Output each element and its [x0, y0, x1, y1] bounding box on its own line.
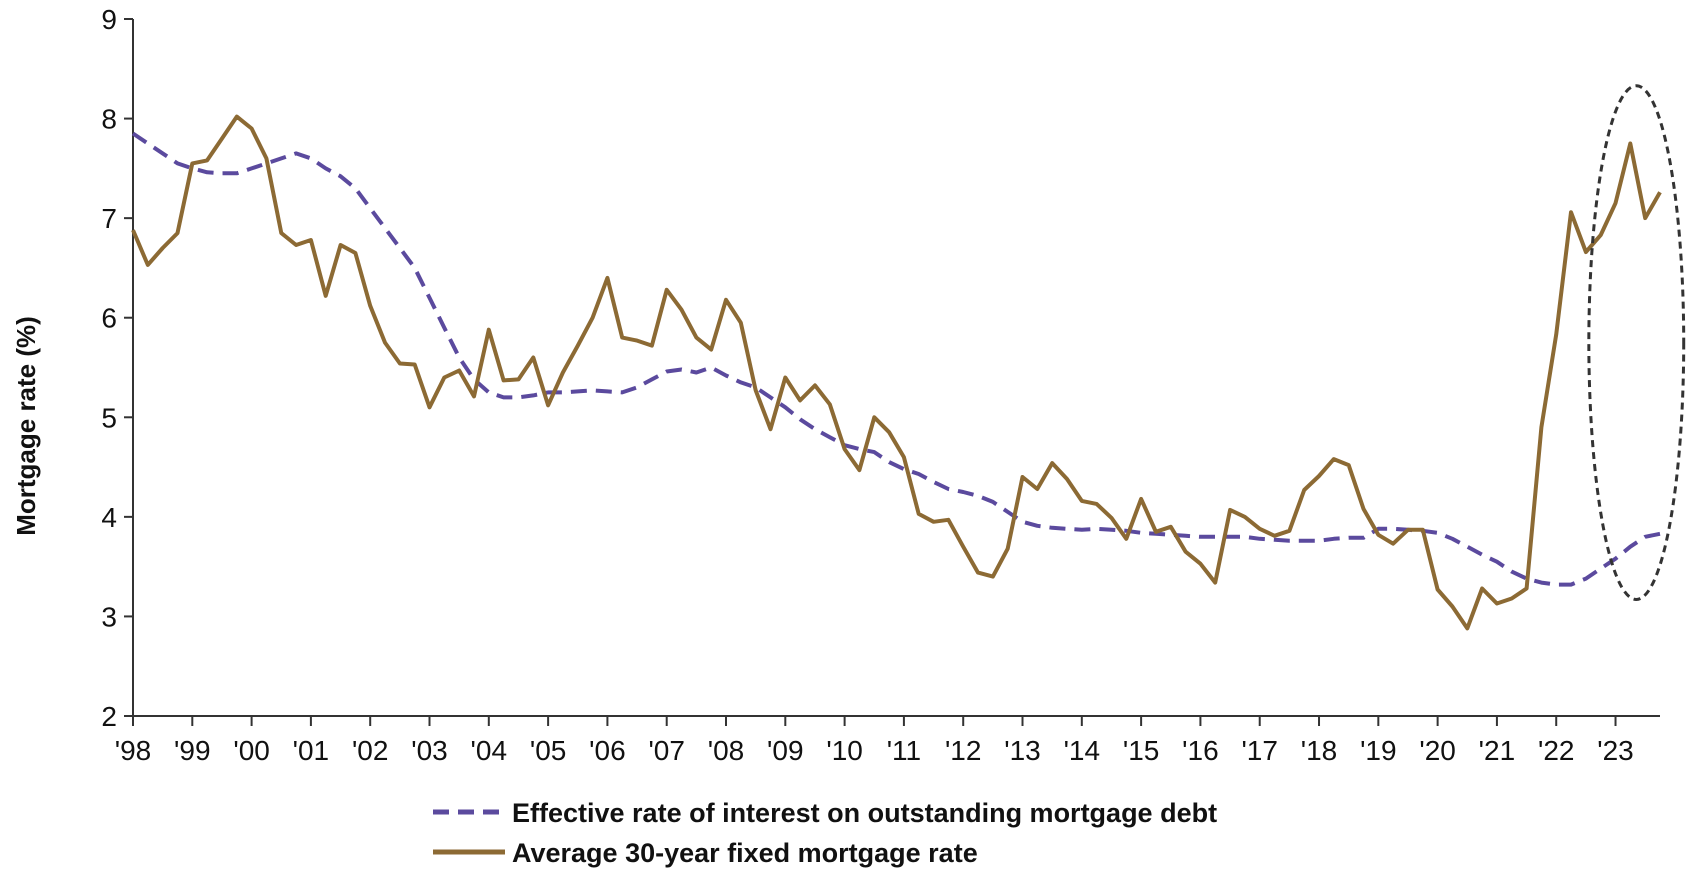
x-tick-label: '09: [767, 735, 804, 766]
x-tick-label: '11: [887, 735, 921, 766]
y-tick-label: 2: [101, 701, 117, 732]
x-tick-label: '23: [1597, 735, 1634, 766]
y-tick-label: 5: [101, 402, 117, 433]
y-tick-label: 6: [101, 303, 117, 334]
series-line-effective-rate: [131, 131, 1661, 587]
x-tick-label: '03: [411, 735, 448, 766]
x-tick-label: '18: [1301, 735, 1338, 766]
x-tick-label: '00: [233, 735, 270, 766]
x-tick-label: '98: [115, 735, 152, 766]
x-tick-label: '19: [1360, 735, 1397, 766]
x-tick-label: '21: [1479, 735, 1516, 766]
x-tick-label: '02: [352, 735, 389, 766]
x-tick-label: '06: [589, 735, 626, 766]
y-axis-title: Mortgage rate (%): [11, 316, 41, 536]
x-tick-label: '16: [1182, 735, 1219, 766]
x-tick-label: '12: [945, 735, 982, 766]
highlight-layer: [1587, 84, 1686, 602]
y-tick-label: 3: [101, 601, 117, 632]
legend-label-effective-rate: Effective rate of interest on outstandin…: [512, 798, 1217, 828]
y-tick-label: 9: [101, 4, 117, 35]
series-line-30yr-fixed: [131, 114, 1662, 631]
y-tick-label: 7: [101, 203, 117, 234]
x-tick-label: '05: [530, 735, 567, 766]
x-tick-label: '20: [1419, 735, 1456, 766]
x-tick-label: '17: [1241, 735, 1278, 766]
x-tick-label: '22: [1538, 735, 1575, 766]
legend-label-30yr-fixed: Average 30-year fixed mortgage rate: [512, 838, 978, 868]
axes: 2 3 4 5 6 7 8 9 '98 '99 '00 '01 '02 '03 '04 '05 '06 '07 '0…: [101, 4, 1660, 766]
x-tick-label: '07: [648, 735, 685, 766]
x-tick-label: '08: [708, 735, 745, 766]
y-tick-label: 4: [101, 502, 117, 533]
legend: Effective rate of interest on outstandin…: [433, 798, 1217, 868]
x-tick-label: '14: [1064, 735, 1101, 766]
series-layer: [131, 114, 1662, 631]
x-tick-label: '13: [1004, 735, 1041, 766]
x-tick-label: '10: [826, 735, 863, 766]
y-tick-label: 8: [101, 104, 117, 135]
x-tick-label: '01: [293, 735, 330, 766]
x-tick-label: '99: [174, 735, 211, 766]
x-tick-label: '04: [471, 735, 508, 766]
highlight-ellipse: [1587, 84, 1686, 602]
x-tick-label: '15: [1123, 735, 1160, 766]
